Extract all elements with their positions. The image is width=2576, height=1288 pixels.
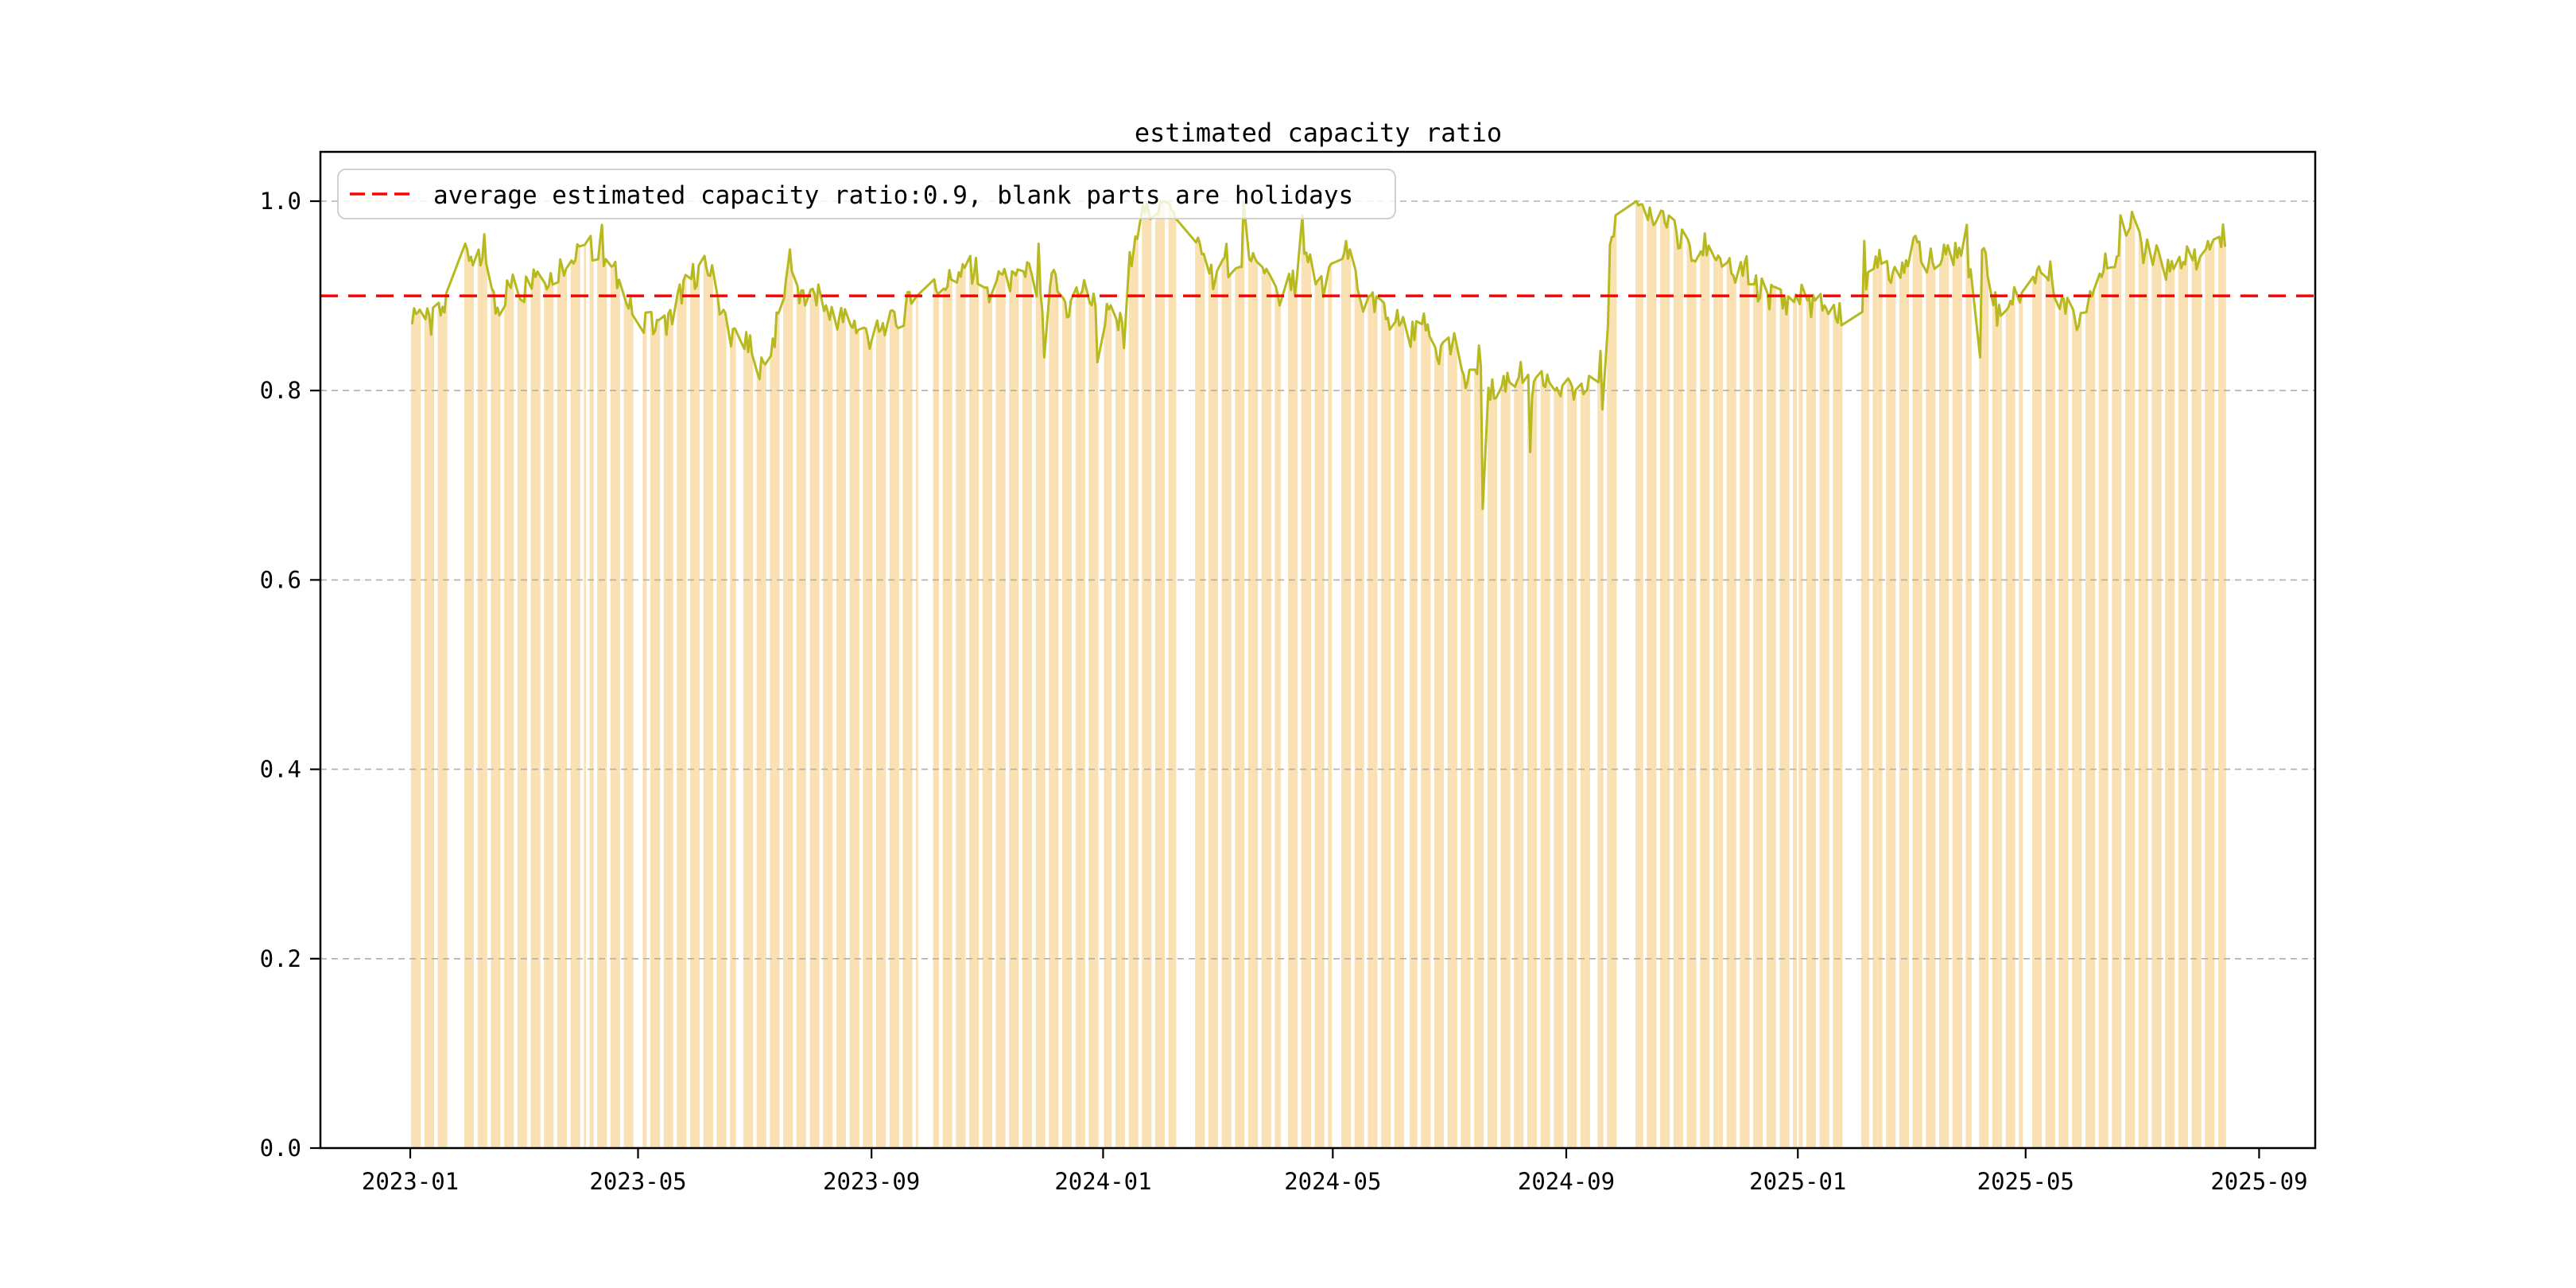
y-tick-label: 0.0 — [260, 1135, 301, 1162]
chart-title: estimated capacity ratio — [1135, 118, 1502, 148]
x-tick-label: 2023-01 — [362, 1168, 459, 1195]
capacity-ratio-line — [410, 200, 2226, 510]
y-tick-label: 0.8 — [260, 377, 301, 404]
daily-capacity-bars — [411, 201, 2226, 1149]
x-tick-label: 2023-09 — [823, 1168, 920, 1195]
y-tick-label: 1.0 — [260, 188, 301, 215]
x-tick-label: 2025-01 — [1749, 1168, 1846, 1195]
legend-box — [337, 169, 1396, 219]
x-tick-label: 2023-05 — [589, 1168, 686, 1195]
x-axis: 2023-01 2023-05 2023-09 2024-01 2024-05 2024-… — [362, 1148, 2308, 1195]
x-tick-label: 2024-05 — [1284, 1168, 1381, 1195]
y-tick-label: 0.2 — [260, 945, 301, 972]
x-tick-label: 2025-05 — [1977, 1168, 2074, 1195]
x-tick-label: 2024-01 — [1054, 1168, 1151, 1195]
y-tick-label: 0.4 — [260, 756, 301, 783]
x-tick-label: 2025-09 — [2210, 1168, 2307, 1195]
y-axis: 0.0 0.2 0.4 0.6 0.8 1.0 — [260, 188, 320, 1162]
legend-label: average estimated capacity ratio:0.9, bl… — [433, 181, 1353, 210]
plot-frame — [319, 150, 2317, 1150]
y-tick-label: 0.6 — [260, 566, 301, 593]
legend: average estimated capacity ratio:0.9, bl… — [337, 169, 1396, 219]
x-tick-label: 2024-09 — [1518, 1168, 1615, 1195]
